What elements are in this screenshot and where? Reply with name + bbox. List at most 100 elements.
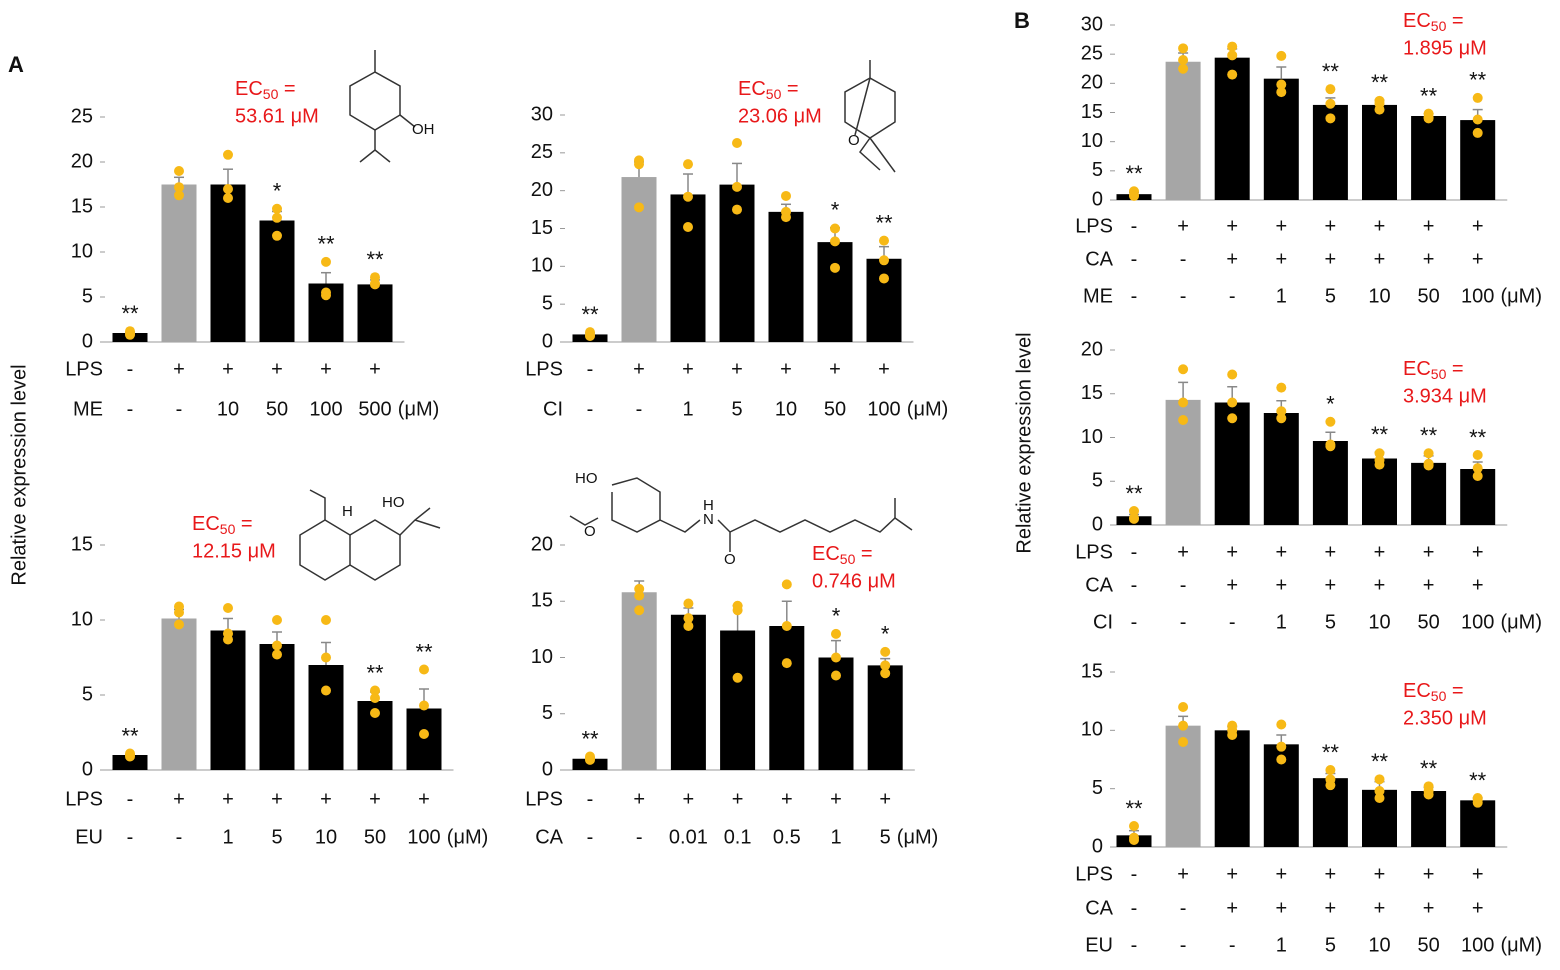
treatment-value: + xyxy=(1374,248,1386,270)
treatment-value: + xyxy=(1423,574,1435,596)
treatment-value: 5 xyxy=(271,826,282,848)
data-point xyxy=(174,182,184,193)
treatment-value: - xyxy=(1131,541,1138,563)
data-point xyxy=(272,230,282,241)
data-point xyxy=(732,204,742,215)
data-point xyxy=(1129,835,1139,845)
treatment-value: + xyxy=(1325,215,1337,237)
bar xyxy=(161,618,197,770)
y-tick-label: 10 xyxy=(1081,426,1103,448)
data-point xyxy=(223,149,233,160)
y-tick-label: 25 xyxy=(1081,42,1103,64)
data-point xyxy=(1129,506,1139,516)
ec50-suffix: = xyxy=(1446,680,1463,702)
treatment-value: + xyxy=(781,788,793,810)
data-point xyxy=(1325,765,1336,775)
treatment-value: - xyxy=(1131,611,1138,633)
bar xyxy=(357,284,393,342)
y-tick-label: 20 xyxy=(1081,338,1103,360)
bar xyxy=(308,665,344,770)
data-point xyxy=(1374,104,1385,115)
row-name: LPS xyxy=(1075,541,1113,563)
bar xyxy=(621,177,657,342)
data-point xyxy=(1276,719,1287,730)
y-tick-label: 20 xyxy=(71,150,93,172)
y-tick-label: 10 xyxy=(531,646,553,668)
y-tick-label: 10 xyxy=(71,240,93,262)
data-point xyxy=(419,729,429,739)
y-tick-label: 10 xyxy=(1081,130,1103,152)
data-point xyxy=(1276,382,1287,393)
treatment-value: - xyxy=(1180,611,1187,633)
treatment-value: - xyxy=(1131,934,1138,956)
significance: ** xyxy=(415,639,433,664)
treatment-value: 10 xyxy=(775,398,797,420)
ec50-prefix: EC xyxy=(192,513,220,535)
treatment-value: - xyxy=(636,398,643,420)
y-tick-label: 0 xyxy=(1092,835,1103,857)
data-point xyxy=(419,700,429,711)
treatment-value: 0.01 xyxy=(669,826,708,848)
data-point xyxy=(585,330,595,341)
atom-label: HO xyxy=(382,494,405,511)
treatment-value: + xyxy=(829,358,841,380)
y-tick-label: 30 xyxy=(1081,13,1103,35)
data-point xyxy=(1129,513,1139,524)
data-point xyxy=(272,615,282,625)
atom-label: HO xyxy=(575,470,598,487)
bar xyxy=(161,184,197,342)
y-tick-label: 25 xyxy=(71,105,93,127)
ec50: EC50 = xyxy=(1403,680,1464,703)
row-name: LPS xyxy=(65,788,103,810)
data-point xyxy=(781,658,792,669)
data-point xyxy=(1227,730,1238,740)
treatment-value: - xyxy=(127,826,134,848)
treatment-value: 0.1 xyxy=(724,826,752,848)
treatment-value: - xyxy=(1180,574,1187,596)
treatment-value: + xyxy=(731,358,743,380)
data-point xyxy=(683,191,693,202)
data-point xyxy=(781,212,791,223)
treatment-value: - xyxy=(587,358,594,380)
treatment-value: + xyxy=(1275,574,1287,596)
ec50-prefix: EC xyxy=(812,543,840,565)
data-point xyxy=(683,621,694,631)
bar xyxy=(866,258,902,342)
data-point xyxy=(321,685,331,696)
row-name: CA xyxy=(535,826,563,848)
data-point xyxy=(223,193,233,203)
ec50-sub: 50 xyxy=(1431,366,1447,382)
treatment-value: - xyxy=(1229,934,1236,956)
data-point xyxy=(634,590,645,601)
treatment-value: + xyxy=(1472,215,1484,237)
significance: ** xyxy=(1322,740,1340,765)
y-tick-label: 5 xyxy=(542,292,553,314)
row-name: LPS xyxy=(1075,863,1113,885)
data-point xyxy=(634,159,644,170)
treatment-value: + xyxy=(1374,897,1386,919)
data-point xyxy=(1325,441,1336,452)
bar xyxy=(1312,441,1348,525)
treatment-value: - xyxy=(1229,611,1236,633)
ec50-value: 23.06 μM xyxy=(738,105,822,127)
ec50-value: 3.934 μM xyxy=(1403,385,1487,407)
treatment-value: 5 xyxy=(1325,285,1336,307)
data-point xyxy=(1423,448,1434,459)
unit: (μM) xyxy=(1501,285,1543,307)
ec50-sub: 50 xyxy=(840,551,856,567)
data-point xyxy=(321,615,331,625)
treatment-value: + xyxy=(1423,248,1435,270)
data-point xyxy=(1472,92,1483,103)
data-point xyxy=(174,190,184,201)
treatment-value: - xyxy=(1180,248,1187,270)
treatment-value: - xyxy=(1180,934,1187,956)
y-tick-label: 15 xyxy=(531,590,553,612)
bar xyxy=(210,630,246,770)
data-point xyxy=(879,235,889,246)
y-axis-label: Relative expression level xyxy=(8,364,30,585)
treatment-value: 5 xyxy=(731,398,742,420)
data-point xyxy=(1374,786,1385,796)
data-point xyxy=(1374,448,1385,459)
data-point xyxy=(1325,98,1336,109)
treatment-value: 500 xyxy=(358,398,391,420)
